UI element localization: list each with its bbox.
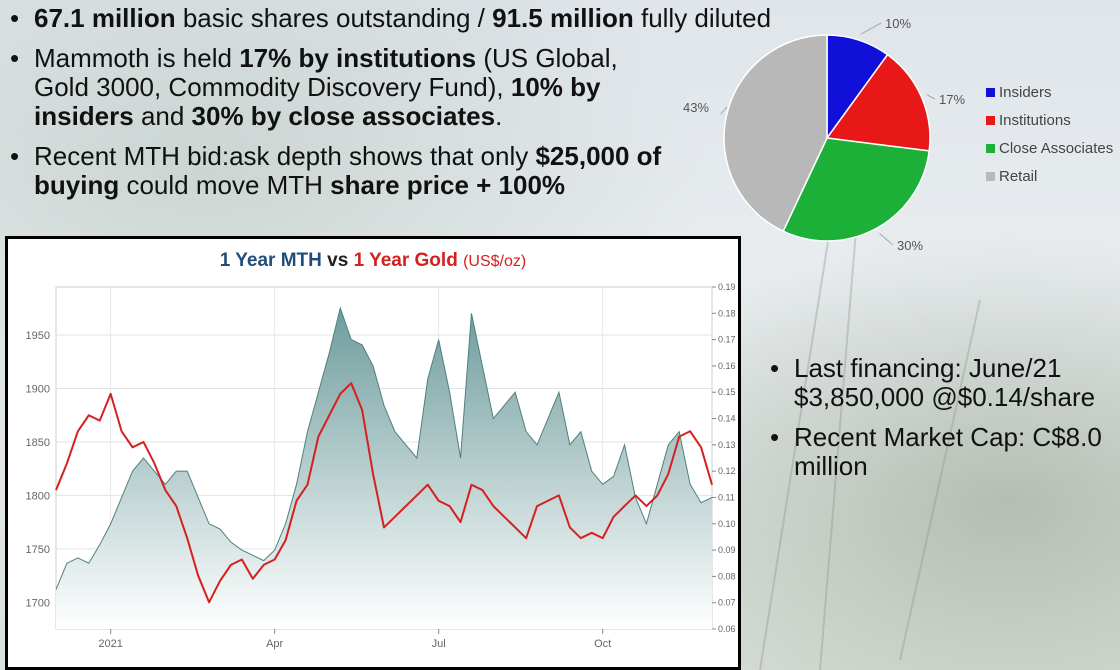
x-tick-label: 2021 [98, 638, 122, 650]
y-left-tick-label: 1700 [26, 597, 50, 609]
series-mth-area [56, 308, 712, 629]
chart-title: 1 Year MTH vs 1 Year Gold (US$/oz) [8, 250, 738, 272]
y-right-tick-label: 0.16 [718, 361, 736, 371]
bullet-shares-part-2: basic shares outstanding / [175, 3, 493, 33]
bullet-financing-line-2: $3,850,000 @$0.14/share [794, 382, 1096, 412]
price-chart-panel: 1700 1750 1800 1850 1900 1950 0.06 0.07 0.08 0.09… [5, 236, 741, 670]
series-mth-line [55, 306, 713, 590]
y-right-tick-label: 0.08 [718, 571, 736, 581]
bullet-depth-part-3: could move MTH [119, 170, 331, 200]
y-right-tick-label: 0.18 [718, 308, 736, 318]
legend-entry-institutions: Institutions [999, 112, 1071, 129]
pie-leader-line [860, 22, 882, 35]
pie-slice-institutions [825, 53, 931, 152]
y-right-tick-label: 0.11 [718, 492, 735, 502]
pie-label-insiders: 10% [885, 16, 911, 31]
bullet-depth: Recent MTH bid:ask depth shows that only… [8, 142, 714, 200]
pie-label-close-associates: 30% [897, 238, 923, 253]
legend-swatch-close-associates [986, 144, 995, 153]
series-gold-line [55, 382, 713, 604]
bullet-holders: Mammoth is held 17% by institutions (US … [8, 44, 654, 131]
pie-leader-line [879, 233, 894, 246]
legend-entry-retail: Retail [999, 168, 1037, 185]
pie-label-institutions: 17% [939, 92, 965, 107]
y-right-tick-label: 0.10 [718, 519, 736, 529]
legend-swatch-institutions [986, 116, 995, 125]
legend-entry-close-associates: Close Associates [999, 140, 1113, 157]
financing-bullets: Last financing: June/21 $3,850,000 @$0.1… [768, 354, 1118, 492]
bullet-holders-part-4: 10% by insiders [34, 72, 601, 131]
y-right-tick-label: 0.15 [718, 387, 736, 397]
bullet-shares-part-3: 91.5 million [492, 3, 634, 33]
y-left-tick-label: 1850 [26, 437, 50, 449]
y-left-tick-label: 1750 [26, 544, 50, 556]
bullet-shares-part-4: fully diluted [633, 3, 772, 33]
x-tick-label: Apr [266, 638, 283, 650]
legend-swatch-insiders [986, 88, 995, 97]
y-right-tick-label: 0.06 [718, 624, 736, 634]
y-right-tick-label: 0.17 [718, 335, 736, 345]
y-right-tick-label: 0.09 [718, 545, 736, 555]
bullet-financing: Last financing: June/21 $3,850,000 @$0.1… [768, 354, 1118, 412]
y-right-tick-label: 0.13 [718, 440, 736, 450]
bullet-holders-part-3: (US Global, Gold 3000, Commodity Discove… [34, 43, 618, 102]
bullet-market-cap: Recent Market Cap: C$8.0 million [768, 423, 1118, 481]
bullet-financing-line-1: Last financing: June/21 [794, 353, 1062, 383]
y-right-tick-label: 0.12 [718, 466, 736, 476]
mth-vs-gold-chart: 1700 1750 1800 1850 1900 1950 0.06 0.07 0.08 0.09… [26, 282, 736, 650]
bullet-depth-part-2: $25,000 of buying [34, 141, 662, 200]
y-right-tick-label: 0.14 [718, 414, 736, 424]
y-right-tick-label: 0.07 [718, 598, 736, 608]
bullet-holders-part-1: Mammoth is held [34, 43, 240, 73]
bullet-market-cap-line-2: million [794, 451, 868, 481]
chart-title-gold: 1 Year Gold [353, 250, 458, 271]
chart-title-vs: vs [327, 250, 349, 271]
pie-label-retail: 43% [683, 100, 709, 115]
y-right-tick-label: 0.19 [718, 282, 736, 292]
bullet-shares: 67.1 million basic shares outstanding / … [8, 3, 808, 34]
bullet-depth-part-4: share price + 100% [330, 170, 566, 200]
bullet-holders-part-7: . [495, 101, 503, 131]
pie-leader-line [926, 94, 936, 100]
legend-swatch-retail [986, 172, 995, 181]
pie-leader-line [720, 106, 728, 115]
pie-slice-close-associates [782, 137, 931, 242]
bullet-holders-part-6: 30% by close associates [191, 101, 496, 131]
chart-title-mth: 1 Year MTH [219, 250, 322, 271]
y-left-tick-label: 1900 [26, 384, 50, 396]
bullet-holders-part-5: and [133, 101, 192, 131]
key-facts-bullets: 67.1 million basic shares outstanding / … [8, 4, 808, 211]
y-left-tick-label: 1950 [26, 330, 50, 342]
x-tick-label: Oct [594, 638, 611, 650]
y-left-tick-label: 1800 [26, 490, 50, 502]
legend-entry-insiders: Insiders [999, 84, 1052, 101]
chart-title-unit: (US$/oz) [463, 253, 527, 270]
bullet-depth-part-1: Recent MTH bid:ask depth shows that only [34, 141, 536, 171]
pie-slice-retail [723, 34, 828, 233]
bullet-shares-part-1: 67.1 million [34, 3, 176, 33]
bullet-holders-part-2: 17% by institutions [239, 43, 477, 73]
ownership-pie-chart: 10% 17% 30% 43% Insiders Institutions Close As… [683, 16, 1113, 253]
x-tick-label: Jul [432, 638, 446, 650]
bullet-market-cap-line-1: Recent Market Cap: C$8.0 [794, 422, 1102, 452]
